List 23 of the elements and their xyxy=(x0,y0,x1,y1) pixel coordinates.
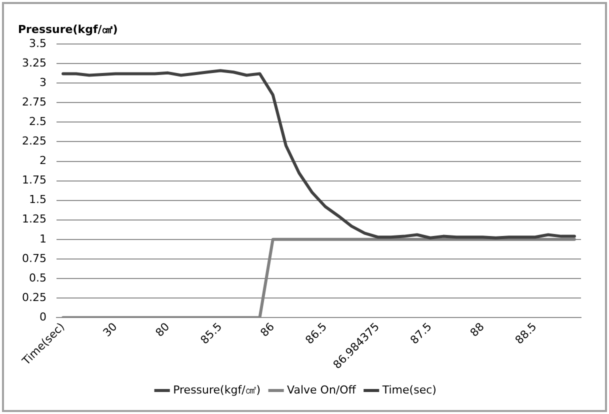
x-tick-label: 86 xyxy=(258,320,277,340)
y-tick-label: 1 xyxy=(39,232,46,246)
y-tick-label: 2.75 xyxy=(22,95,46,108)
y-axis-title: Pressure(kgf/㎠) xyxy=(18,22,118,36)
y-tick-label: 2 xyxy=(39,154,46,168)
y-tick-label: 0 xyxy=(39,310,46,324)
y-tick-label: 0.25 xyxy=(22,290,46,304)
y-tick-label: 0.5 xyxy=(28,271,46,284)
x-tick-label: 80 xyxy=(153,320,172,340)
legend-label: Valve On/Off xyxy=(287,383,356,396)
legend-label: Time(sec) xyxy=(381,383,436,396)
y-tick-label: 3 xyxy=(39,76,46,89)
y-tick-label: 1.75 xyxy=(22,174,46,187)
y-tick-label: 1.5 xyxy=(28,193,46,206)
y-tick-label: 1.25 xyxy=(22,212,46,226)
y-tick-label: 3.25 xyxy=(22,56,46,70)
legend-label: Pressure(kgf/㎠) xyxy=(173,383,261,396)
x-tick-label: 30 xyxy=(100,320,120,340)
y-tick-label: 2.5 xyxy=(28,115,46,128)
y-tick-label: 3.5 xyxy=(28,36,46,50)
x-tick-label: 88 xyxy=(468,320,487,340)
y-tick-label: 2.25 xyxy=(22,134,46,148)
y-tick-label: 0.75 xyxy=(22,252,46,265)
